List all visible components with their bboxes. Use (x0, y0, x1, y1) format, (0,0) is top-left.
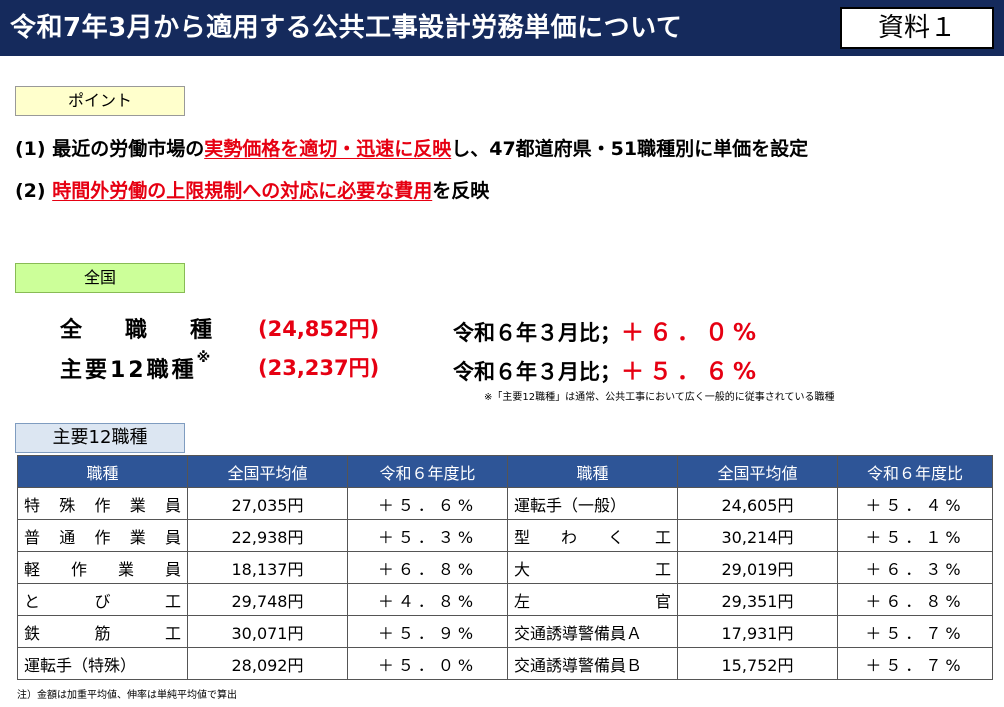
change-rate-cell: ＋５．４% (837, 487, 993, 520)
occupation-cell: とび工 (17, 583, 188, 616)
change-rate-cell: ＋６．８% (837, 583, 993, 616)
occupation-name: 運転手（特殊） (24, 655, 137, 675)
change-rate-cell: ＋５．７% (837, 615, 993, 648)
change-rate-cell: ＋５．０% (347, 647, 508, 680)
change-rate-cell: ＋６．８% (347, 551, 508, 584)
occupation-cell: 型わく工 (507, 519, 678, 552)
change-rate-cell: ＋６．３% (837, 551, 993, 584)
point-1-suffix: し、47都道府県・51職種別に単価を設定 (451, 138, 809, 160)
average-wage-cell: 24,605円 (677, 487, 838, 520)
table-header-cell: 全国平均値 (677, 455, 838, 488)
all-cmp-value: ＋６．０% (621, 320, 762, 346)
average-wage-cell: 29,019円 (677, 551, 838, 584)
average-wage-cell: 15,752円 (677, 647, 838, 680)
occupation-name: 普通作業員 (24, 527, 181, 547)
point-2: (2) 時間外労働の上限規制への対応に必要な費用を反映 (15, 176, 489, 203)
change-rate-cell: ＋５．１% (837, 519, 993, 552)
document-label: 資料１ (840, 7, 994, 49)
average-wage-cell: 29,351円 (677, 583, 838, 616)
average-wage-cell: 18,137円 (187, 551, 348, 584)
major-occupations-comparison: 令和６年３月比；＋５．６% (453, 352, 761, 386)
page-title: 令和7年3月から適用する公共工事設計労務単価について (10, 13, 683, 43)
table-row: とび工 29,748円 ＋４．８% 左官 29,351円 ＋６．８% (17, 583, 993, 616)
average-wage-cell: 30,071円 (187, 615, 348, 648)
occupation-cell: 軽作業員 (17, 551, 188, 584)
change-rate-cell: ＋４．８% (347, 583, 508, 616)
all-cmp-label: 令和６年３月比； (453, 321, 621, 345)
footer-note: 注）金額は加重平均値、伸率は単純平均値で算出 (17, 690, 237, 701)
change-rate-cell: ＋５．９% (347, 615, 508, 648)
occupation-cell: 交通誘導警備員Ｂ (507, 647, 678, 680)
occupation-cell: 普通作業員 (17, 519, 188, 552)
table-header-cell: 職種 (507, 455, 678, 488)
point-2-highlight: 時間外労働の上限規制への対応に必要な費用 (52, 180, 433, 202)
occupation-name: 大工 (514, 559, 671, 579)
point-1-prefix: (1) 最近の労働市場の (15, 138, 205, 160)
all-occupations-price: (24,852円) (258, 317, 380, 341)
occupation-cell: 左官 (507, 583, 678, 616)
change-rate-cell: ＋５．３% (347, 519, 508, 552)
major-cmp-label: 令和６年３月比； (453, 360, 621, 384)
table-row: 特殊作業員 27,035円 ＋５．６% 運転手（一般） 24,605円 ＋５．４% (17, 487, 993, 520)
major-cmp-value: ＋５．６% (621, 359, 762, 385)
table-header-cell: 職種 (17, 455, 188, 488)
point-2-prefix: (2) (15, 180, 53, 202)
major-label-text: 主要12職種 (60, 358, 197, 383)
major-occupations-note: ※「主要12職種」は通常、公共工事において広く一般的に従事されている職種 (484, 392, 835, 403)
major-occupations-price: (23,237円) (258, 356, 380, 380)
table-header-cell: 全国平均値 (187, 455, 348, 488)
average-wage-cell: 22,938円 (187, 519, 348, 552)
table-row: 普通作業員 22,938円 ＋５．３% 型わく工 30,214円 ＋５．１% (17, 519, 993, 552)
occupation-name: 鉄筋工 (24, 623, 181, 643)
average-wage-cell: 28,092円 (187, 647, 348, 680)
table-row: 鉄筋工 30,071円 ＋５．９% 交通誘導警備員Ａ 17,931円 ＋５．７% (17, 615, 993, 648)
change-rate-cell: ＋５．６% (347, 487, 508, 520)
occupation-name: 型わく工 (514, 527, 671, 547)
national-tag: 全国 (15, 263, 185, 293)
page-header: 令和7年3月から適用する公共工事設計労務単価について 資料１ (0, 0, 1004, 56)
average-wage-cell: 29,748円 (187, 583, 348, 616)
occupation-cell: 交通誘導警備員Ａ (507, 615, 678, 648)
occupation-name: 運転手（一般） (514, 495, 627, 515)
occupation-cell: 運転手（一般） (507, 487, 678, 520)
average-wage-cell: 27,035円 (187, 487, 348, 520)
occupation-name: 軽作業員 (24, 559, 181, 579)
occupation-name: 交通誘導警備員Ａ (514, 623, 643, 643)
table-row: 軽作業員 18,137円 ＋６．８% 大工 29,019円 ＋６．３% (17, 551, 993, 584)
change-rate-cell: ＋５．７% (837, 647, 993, 680)
major-occupations-label: 主要12職種※ (60, 350, 211, 384)
occupation-name: 交通誘導警備員Ｂ (514, 655, 643, 675)
all-occupations-label: 全職種 (60, 318, 256, 343)
table-header-cell: 令和６年度比 (347, 455, 508, 488)
point-tag: ポイント (15, 86, 185, 116)
occupation-cell: 大工 (507, 551, 678, 584)
all-occupations-comparison: 令和６年３月比；＋６．０% (453, 313, 761, 347)
point-2-suffix: を反映 (432, 180, 490, 202)
table-header-cell: 令和６年度比 (837, 455, 993, 488)
average-wage-cell: 30,214円 (677, 519, 838, 552)
table-row: 運転手（特殊） 28,092円 ＋５．０% 交通誘導警備員Ｂ 15,752円 ＋５．７% (17, 647, 993, 680)
table-header-row: 職種 全国平均値 令和６年度比 職種 全国平均値 令和６年度比 (17, 455, 993, 488)
occupation-cell: 鉄筋工 (17, 615, 188, 648)
average-wage-cell: 17,931円 (677, 615, 838, 648)
point-1-highlight: 実勢価格を適切・迅速に反映 (204, 138, 452, 160)
wage-table: 職種 全国平均値 令和６年度比 職種 全国平均値 令和６年度比 特殊作業員 27,… (17, 455, 993, 680)
occupation-name: とび工 (24, 591, 181, 611)
occupation-name: 特殊作業員 (24, 495, 181, 515)
occupation-cell: 運転手（特殊） (17, 647, 188, 680)
major-occupations-tag: 主要12職種 (15, 423, 185, 453)
point-1: (1) 最近の労働市場の実勢価格を適切・迅速に反映し、47都道府県・51職種別に… (15, 134, 808, 161)
occupation-cell: 特殊作業員 (17, 487, 188, 520)
major-note-mark: ※ (196, 350, 211, 366)
occupation-name: 左官 (514, 591, 671, 611)
